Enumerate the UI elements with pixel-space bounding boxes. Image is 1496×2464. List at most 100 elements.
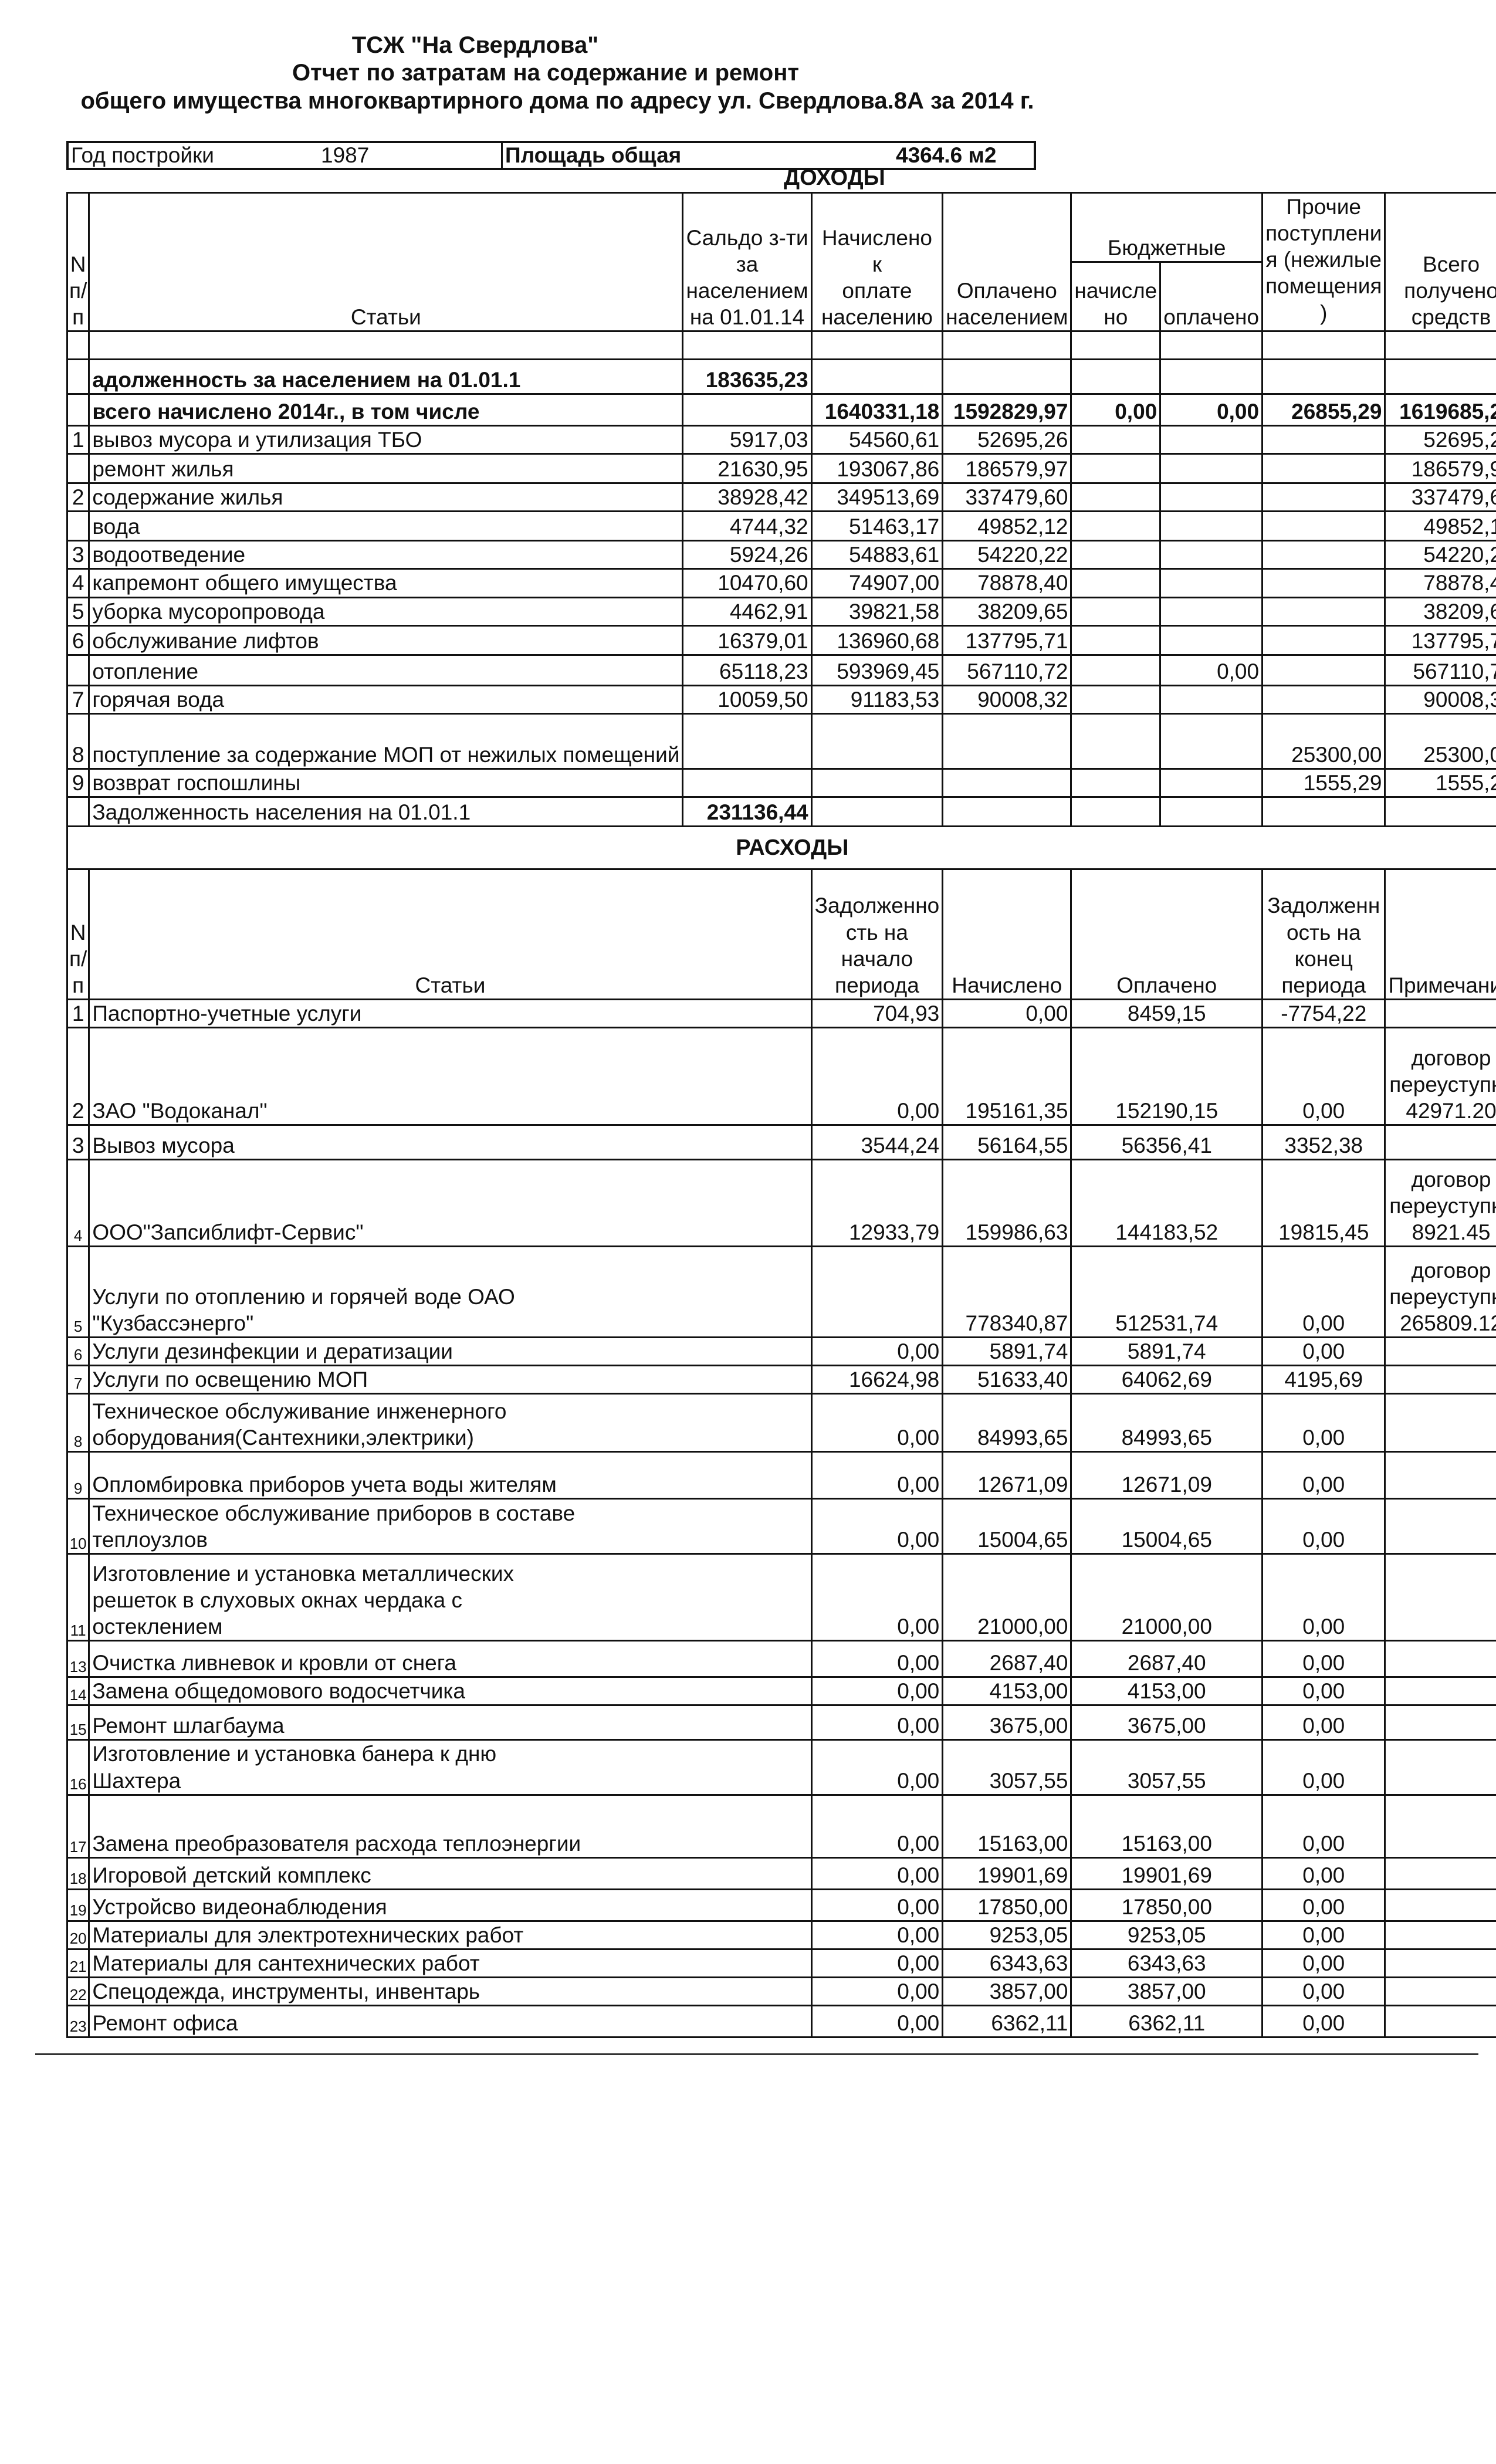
cell-debt-start: 0,00 [810, 1856, 944, 1890]
cell-debt-end: 3352,38 [1261, 1124, 1386, 1160]
cell-b-paid [1159, 684, 1264, 715]
cell-paid: 6343,63 [1070, 1948, 1264, 1978]
cell-charged: 6343,63 [942, 1948, 1072, 1978]
cell-paid: 21000,00 [1070, 1553, 1264, 1642]
cell-debt-start: 0,00 [810, 2005, 944, 2038]
cell-charged: 5891,74 [942, 1336, 1072, 1367]
cell-b-paid [1159, 453, 1264, 485]
col-header-debt-end: Задолженн ость на конец периода [1261, 868, 1386, 1000]
cell-b-paid: 0,00 [1159, 654, 1264, 686]
cell-debt-start: 0,00 [810, 1498, 944, 1555]
row-number: 8 [66, 1393, 90, 1453]
row-label: Опломбировка приборов учета воды жителям [88, 1451, 813, 1500]
cell-paid: 6362,11 [1070, 2005, 1264, 2038]
cell-saldo: 21630,95 [682, 453, 813, 485]
row-label: Устройсво видеонаблюдения [88, 1888, 813, 1922]
row-number: 22 [66, 1976, 90, 2007]
cell-charged: 21000,00 [942, 1553, 1072, 1642]
cell-debt-end: 4195,69 [1261, 1365, 1386, 1395]
cell-debt-end: 0,00 [1261, 1245, 1386, 1338]
cell-saldo: 5924,26 [682, 540, 813, 570]
row-number: 16 [66, 1739, 90, 1796]
income-section-title: ДОХОДЫ [784, 165, 885, 190]
row-label: Спецодежда, инструменты, инвентарь [88, 1976, 813, 2007]
row-number: 1 [66, 998, 90, 1029]
cell-note: договор переуступки 42971.20 [1384, 1027, 1496, 1126]
cell-b-charged [1070, 424, 1162, 455]
cell-paid: 19901,69 [1070, 1856, 1264, 1890]
cell-debt-start: 0,00 [810, 1676, 944, 1707]
cell-paid [942, 767, 1072, 798]
cell-paid: 3675,00 [1070, 1704, 1264, 1741]
expense-row: 1 Паспортно-учетные услуги 704,93 0,00 8459,… [66, 998, 1496, 1029]
cell-other [1261, 796, 1386, 827]
income-row: 8 поступление за содержание МОП от нежилы… [66, 712, 1496, 770]
cell-charged: 6362,11 [942, 2005, 1072, 2038]
report-table: N п/ п Статьи Сальдо з-ти за населением на… [66, 192, 1496, 2038]
cell-debt-start: 0,00 [810, 1640, 944, 1678]
cell-other [1261, 453, 1386, 485]
cell-b-charged [1070, 482, 1162, 513]
cell-note [1384, 1976, 1496, 2007]
row-label: водоотведение [88, 540, 684, 570]
cell-debt-end: 0,00 [1261, 1451, 1386, 1500]
col-header-n: N п/ п [66, 192, 90, 332]
cell-charged: 84993,65 [942, 1393, 1072, 1453]
row-label: ремонт жилья [88, 453, 684, 485]
row-label: Паспортно-учетные услуги [88, 998, 813, 1029]
row-label: Вывоз мусора [88, 1124, 813, 1160]
cell-charged: 2687,40 [942, 1640, 1072, 1678]
col-header-saldo: Сальдо з-ти за населением на 01.01.14 [682, 192, 813, 332]
cell-note [1384, 1704, 1496, 1741]
cell-note [1384, 1739, 1496, 1796]
row-number: 9 [66, 1451, 90, 1500]
row-label: Очистка ливневок и кровли от снега [88, 1640, 813, 1678]
cell-paid: 152190,15 [1070, 1027, 1264, 1126]
cell-b-charged [1070, 568, 1162, 598]
cell-b-paid [1159, 568, 1264, 598]
total-area-value: 4364.6 м2 [896, 143, 997, 167]
col-header-other: Прочие поступлени я (нежилые помещения ) [1261, 192, 1386, 332]
cell-b-charged [1070, 796, 1162, 827]
cell-debt-end: 0,00 [1261, 1704, 1386, 1741]
total-area-label: Площадь общая [505, 143, 682, 167]
cell-other [1261, 654, 1386, 686]
cell-saldo: 10059,50 [682, 684, 813, 715]
cell-paid [942, 358, 1072, 395]
cell-debt-start: 12933,79 [810, 1159, 944, 1247]
expense-row: 7 Услуги по освещению МОП 16624,98 51633,40… [66, 1365, 1496, 1395]
expenses-header-row: N п/ п Статьи Задолженно сть на начало пер… [66, 868, 1496, 1000]
expenses-section-title: РАСХОДЫ [66, 825, 1496, 870]
row-label: адолженность за населением на 01.01.1 [88, 358, 684, 395]
expense-row: 19 Устройсво видеонаблюдения 0,00 17850,00 1… [66, 1888, 1496, 1922]
cell-b-paid [1159, 796, 1264, 827]
cell-b-paid [1159, 358, 1264, 395]
cell-note [1384, 1365, 1496, 1395]
income-row: 4 капремонт общего имущества 10470,60 74907… [66, 568, 1496, 598]
row-label: Замена общедомового водосчетчика [88, 1676, 813, 1707]
col-header-budget: Бюджетные [1070, 192, 1264, 263]
expense-row: 10 Техническое обслуживание приборов в со… [66, 1498, 1496, 1555]
cell-other [1261, 596, 1386, 627]
cell-b-charged [1070, 596, 1162, 627]
row-label: Техническое обслуживание инженерного обо… [88, 1393, 813, 1453]
cell-b-paid [1159, 424, 1264, 455]
cell-total: 78878,40 [1384, 568, 1496, 598]
cell-debt-start: 0,00 [810, 1793, 944, 1859]
cell-paid: 2687,40 [1070, 1640, 1264, 1678]
empty-cell [1159, 330, 1264, 360]
cell-paid: 15004,65 [1070, 1498, 1264, 1555]
row-number: 23 [66, 2005, 90, 2038]
cell-paid: 186579,97 [942, 453, 1072, 485]
row-number: 2 [66, 482, 90, 513]
empty-cell [66, 330, 90, 360]
cell-total [1384, 358, 1496, 395]
cell-charged: 51463,17 [810, 510, 944, 542]
cell-charged [810, 712, 944, 770]
expense-row: 13 Очистка ливневок и кровли от снега 0,00… [66, 1640, 1496, 1678]
row-label: горячая вода [88, 684, 684, 715]
cell-charged: 39821,58 [810, 596, 944, 627]
cell-b-charged [1070, 358, 1162, 395]
expense-row: 21 Материалы для сантехнических работ 0,00… [66, 1948, 1496, 1978]
